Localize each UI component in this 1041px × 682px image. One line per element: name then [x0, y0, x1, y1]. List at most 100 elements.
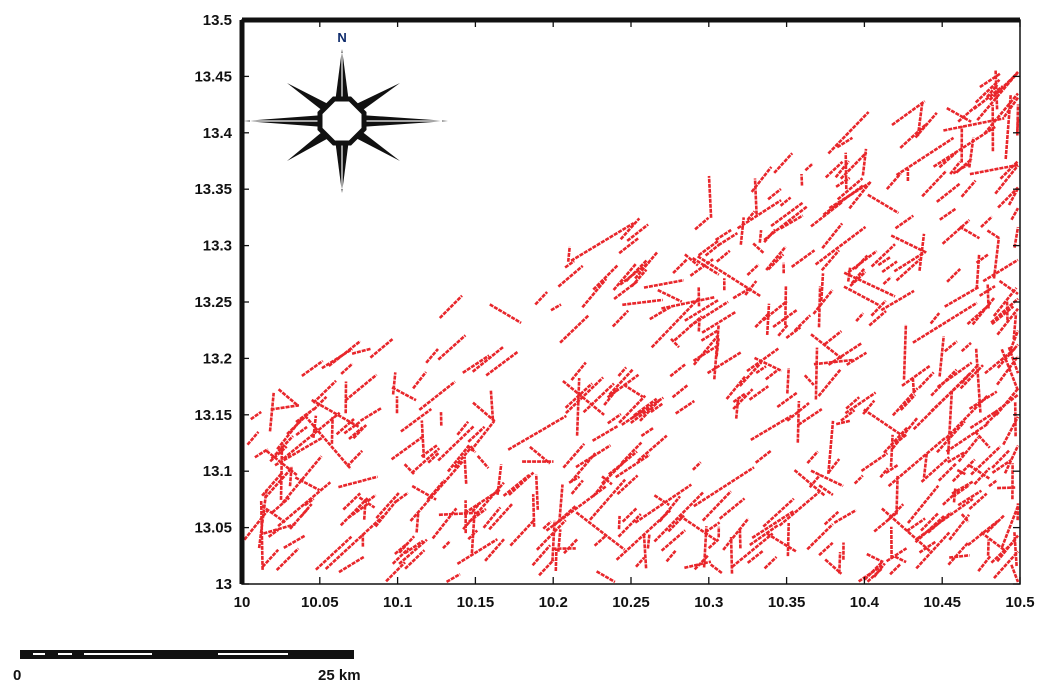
lineament	[823, 510, 840, 526]
lineament	[866, 552, 884, 564]
lineament	[973, 467, 991, 486]
lineament	[431, 507, 458, 540]
lineament	[820, 273, 825, 301]
lineament	[814, 225, 867, 266]
lineament	[630, 406, 653, 424]
lineament	[295, 407, 316, 424]
lineament	[1003, 445, 1020, 474]
lineament	[959, 225, 981, 240]
lineament	[456, 420, 470, 436]
lineament	[633, 397, 658, 417]
lineament	[870, 243, 896, 268]
lineament	[968, 464, 991, 480]
lineament	[785, 326, 802, 340]
lineament	[344, 373, 378, 402]
lineament	[592, 264, 619, 291]
lineament	[545, 485, 607, 532]
lineament	[538, 558, 555, 577]
lineament	[425, 348, 439, 364]
lineament	[786, 522, 790, 557]
lineament	[591, 425, 619, 442]
lineament	[692, 334, 720, 366]
lineament	[1002, 416, 1020, 446]
lineament	[692, 345, 717, 362]
north-label: N	[337, 30, 346, 45]
lineament	[764, 368, 779, 381]
lineament	[848, 180, 872, 210]
lineament	[607, 413, 622, 425]
lineament	[810, 333, 844, 361]
lineament	[985, 412, 998, 425]
lineament	[283, 534, 306, 550]
lineament	[418, 380, 456, 411]
lineament	[975, 254, 981, 289]
lineament	[818, 541, 834, 557]
lineament	[701, 310, 737, 334]
lineament	[906, 484, 940, 524]
lineament	[790, 249, 816, 268]
lineament	[391, 547, 410, 565]
north-arrow: N	[244, 30, 448, 193]
lineament	[762, 497, 795, 528]
x-tick-label: 10.1	[383, 594, 412, 611]
lineament	[411, 484, 437, 501]
lineament	[749, 523, 780, 547]
lineament	[706, 351, 742, 375]
lineament	[635, 556, 646, 568]
lineament	[889, 563, 902, 576]
lineament	[969, 163, 1019, 176]
lineament	[566, 246, 571, 262]
lineament	[853, 474, 864, 485]
lineament	[974, 430, 991, 449]
lineament	[991, 459, 1012, 474]
lineament	[507, 414, 567, 451]
lineament	[617, 513, 642, 538]
lineament	[295, 425, 308, 437]
lineament	[918, 540, 937, 554]
lineament	[640, 427, 654, 437]
lineament	[882, 276, 892, 286]
lineament	[330, 416, 334, 444]
lineament	[339, 497, 369, 527]
lineament	[763, 555, 778, 570]
lineament	[534, 291, 549, 306]
lineament	[996, 355, 1020, 386]
lineament	[653, 491, 705, 543]
x-axis-ticks: 10 10.05 10.1 10.15 10.2 10.25 10.3 10.35 10.4 10…	[234, 20, 1035, 611]
lineament	[701, 490, 732, 522]
lineament	[895, 136, 955, 177]
y-tick-label: 13.5	[203, 12, 232, 29]
lineament	[786, 401, 810, 422]
lineament	[301, 359, 324, 377]
lineament	[250, 410, 262, 421]
lineament	[471, 501, 482, 513]
lineament	[657, 288, 683, 303]
lineament	[717, 232, 739, 247]
lineament	[646, 534, 651, 549]
lineament	[732, 286, 752, 300]
lineament	[550, 303, 562, 312]
lineament	[881, 507, 931, 553]
lineament	[468, 507, 487, 523]
lineament	[630, 268, 648, 288]
lineament	[621, 408, 645, 426]
lineament	[777, 323, 789, 337]
lineament	[991, 449, 1011, 469]
lineament	[885, 547, 908, 563]
lineament	[966, 302, 992, 326]
lineament	[895, 258, 921, 282]
lineament	[374, 500, 398, 528]
lineament	[821, 222, 844, 250]
lineament	[746, 549, 765, 564]
lineament	[947, 451, 966, 464]
lineament	[957, 489, 983, 507]
lineament	[877, 256, 891, 267]
lineament	[949, 160, 962, 175]
lineament	[894, 214, 915, 230]
y-tick-label: 13.15	[194, 407, 232, 424]
lineament	[622, 298, 663, 307]
lineament	[997, 186, 1019, 209]
lineament	[1004, 94, 1012, 160]
lineament	[394, 491, 409, 503]
